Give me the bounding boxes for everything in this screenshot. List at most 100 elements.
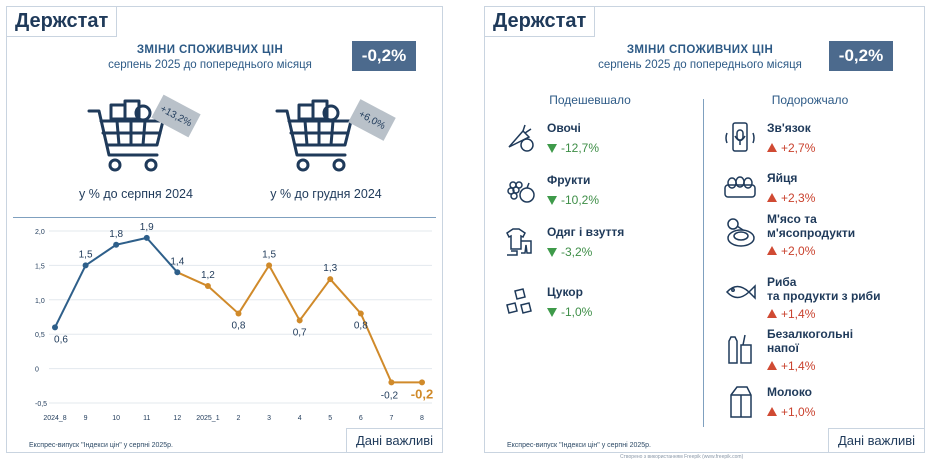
divider (13, 217, 436, 218)
up-arrow-icon (767, 361, 777, 370)
data-label: 0,7 (293, 327, 307, 338)
up-arrow-icon (767, 309, 777, 318)
data-point (296, 317, 303, 324)
data-point (143, 234, 150, 241)
y-tick-label: 0,5 (35, 332, 45, 339)
y-tick-label: 1,5 (35, 263, 45, 270)
data-label: 1,8 (109, 229, 123, 240)
monthly-change-badge: -0,2% (352, 41, 416, 71)
x-tick-label: 5 (328, 415, 332, 422)
eggs-icon (724, 176, 756, 198)
data-label: -0,2 (381, 390, 399, 401)
clothes-icon (506, 228, 532, 256)
panel-title: ЗМІНИ СПОЖИВЧИХ ЦІН серпень 2025 до попе… (85, 43, 335, 73)
data-important-button[interactable]: Дані важливі (345, 428, 442, 452)
item-change: +1,4% (767, 359, 815, 373)
item-name-line1: Риба (767, 275, 797, 289)
x-tick-label: 4 (298, 415, 302, 422)
item-name-line1: М'ясо та (767, 212, 817, 226)
series-segment (176, 271, 209, 287)
data-label: 1,5 (262, 249, 276, 260)
cpi-line-chart: -0,5 0 0,5 1,0 1,5 2,0 2024_8 9 10 11 12 2025_1 2 3 4 5… (35, 222, 433, 422)
item-change-value: +2,3% (781, 191, 816, 205)
x-tick-label: 2025_1 (196, 415, 219, 422)
milk-icon (730, 386, 752, 418)
title-line1: ЗМІНИ СПОЖИВЧИХ ЦІН (626, 44, 774, 56)
item-change-value: +1,0% (781, 405, 816, 419)
data-label: 1,5 (79, 249, 93, 260)
item-change: +1,0% (767, 405, 815, 419)
column-divider (703, 99, 704, 427)
data-point (266, 262, 273, 269)
series-segment (207, 285, 240, 315)
data-label: 0,6 (54, 334, 68, 345)
series-segment (115, 236, 147, 246)
title-line2: серпень 2025 до попереднього місяця (108, 59, 312, 71)
item-change: +2,7% (767, 141, 815, 155)
item-name: Одяг і взуття (547, 225, 625, 239)
data-point (82, 262, 89, 269)
shopping-cart-icon (275, 99, 353, 172)
x-tick-label: 8 (420, 415, 424, 422)
item-name: Молоко (767, 385, 812, 399)
x-tick-label: 11 (143, 415, 150, 422)
left-infographic-panel: Держстат ЗМІНИ СПОЖИВЧИХ ЦІН серпень 202… (6, 6, 443, 453)
down-arrow-icon (547, 196, 557, 205)
item-name-line2: м'ясопродукти (767, 226, 856, 240)
item-change: -3,2% (547, 245, 592, 259)
footer-source: Експрес-випуск "Індекси цін" у серпні 20… (29, 442, 173, 449)
phone-icon (725, 122, 755, 152)
monthly-change-badge: -0,2% (829, 41, 893, 71)
item-change-value: -10,2% (561, 193, 600, 207)
data-important-button[interactable]: Дані важливі (827, 428, 924, 452)
panel-title: ЗМІНИ СПОЖИВЧИХ ЦІН серпень 2025 до попе… (575, 43, 825, 73)
price-tag-value: +6,0% (356, 108, 388, 132)
series-segment (359, 313, 393, 383)
data-point (235, 310, 242, 317)
data-label: -0,2 (411, 386, 433, 401)
data-label: 0,8 (354, 321, 368, 332)
down-arrow-icon (547, 308, 557, 317)
up-arrow-icon (767, 193, 777, 202)
ukrstat-logo: Держстат (7, 7, 118, 37)
drinks-icon (728, 334, 752, 364)
series-segment (237, 264, 270, 315)
item-change-value: +1,4% (781, 307, 816, 321)
fish-icon (725, 284, 756, 300)
item-change: -10,2% (547, 193, 599, 207)
data-point (113, 241, 120, 248)
data-label: 1,3 (323, 263, 337, 274)
item-name: Цукор (547, 285, 583, 299)
up-arrow-icon (767, 407, 777, 416)
image-credit: Створено з використанням Freepik (www.fr… (620, 454, 744, 460)
x-tick-label: 2 (237, 415, 241, 422)
fruits-icon (507, 181, 535, 203)
item-name: М'ясо та м'ясопродукти (767, 212, 855, 240)
item-name-line2: напої (767, 341, 799, 355)
x-tick-label: 9 (84, 415, 88, 422)
cheaper-header: Подешевшало (549, 93, 631, 107)
item-name: Риба та продукти з риби (767, 275, 880, 303)
data-label: 0,8 (232, 321, 246, 332)
item-name: Фрукти (547, 173, 591, 187)
item-change: -12,7% (547, 141, 599, 155)
shopping-cart-icon (87, 99, 165, 172)
x-tick-label: 6 (359, 415, 363, 422)
item-change: -1,0% (547, 305, 592, 319)
series-segment (85, 243, 117, 267)
cart-label-ytd: у % до грудня 2024 (270, 187, 382, 201)
title-line1: ЗМІНИ СПОЖИВЧИХ ЦІН (136, 44, 284, 56)
data-point (204, 283, 211, 290)
series-segment (54, 264, 87, 328)
item-change-value: +2,7% (781, 141, 816, 155)
right-infographic-panel: Держстат ЗМІНИ СПОЖИВЧИХ ЦІН серпень 202… (484, 6, 925, 453)
item-name: Яйця (767, 171, 798, 185)
data-point (327, 276, 334, 283)
series-segment (329, 278, 362, 315)
item-change-value: +2,0% (781, 244, 816, 258)
cart-label-yoy: у % до серпня 2024 (79, 187, 193, 201)
item-change: +2,0% (767, 244, 815, 258)
data-label: 1,4 (170, 256, 184, 267)
x-tick-label: 3 (267, 415, 271, 422)
data-point (357, 310, 364, 317)
